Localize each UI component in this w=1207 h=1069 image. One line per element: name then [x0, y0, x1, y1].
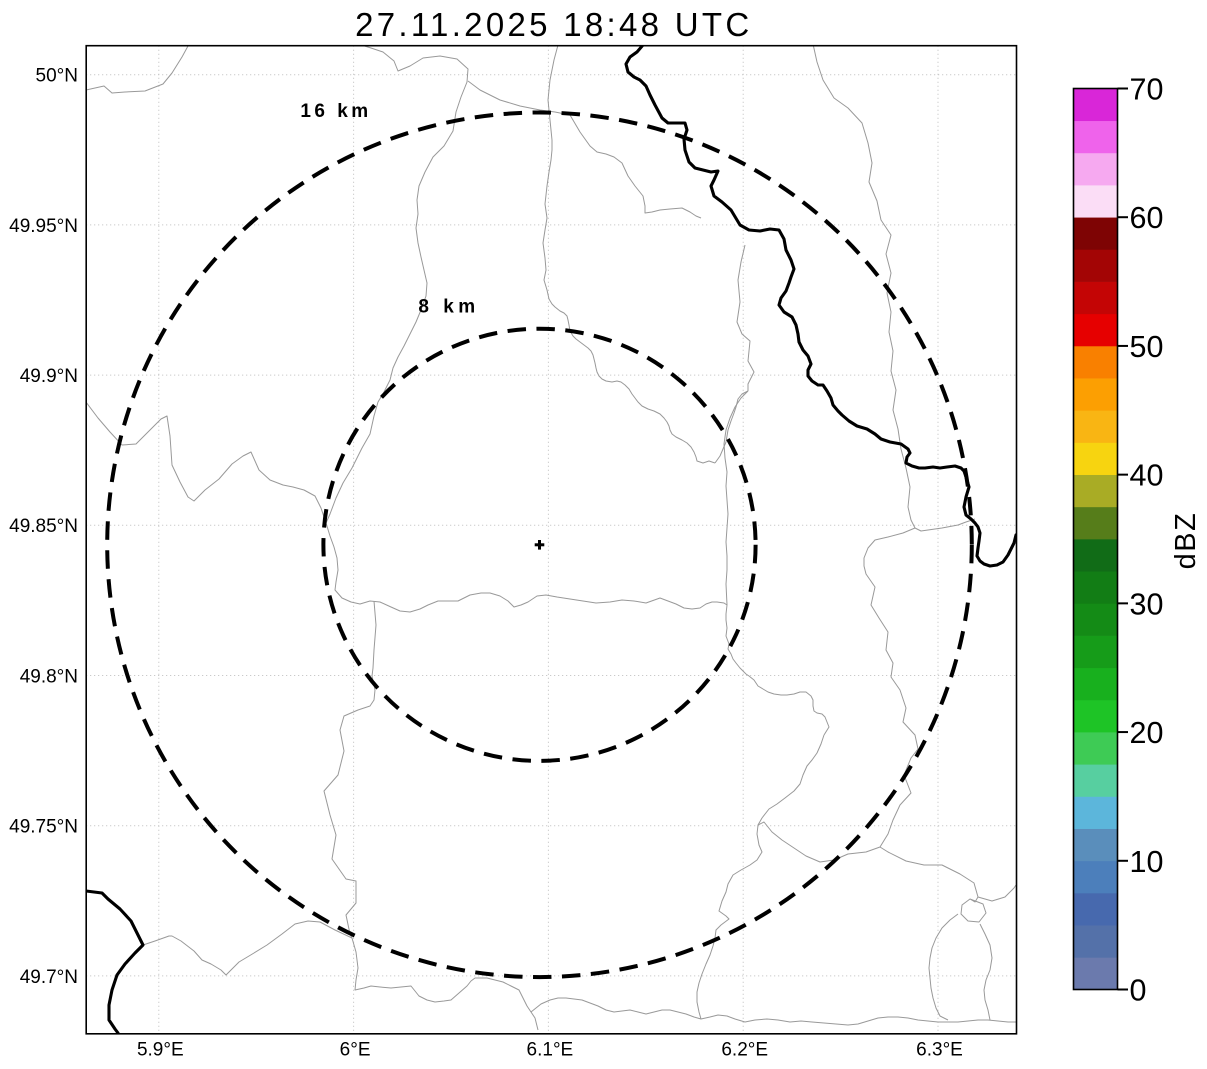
svg-text:dBZ: dBZ [1170, 512, 1202, 570]
svg-text:27.11.2025 18:48 UTC: 27.11.2025 18:48 UTC [355, 6, 752, 43]
svg-text:60: 60 [1130, 201, 1164, 235]
svg-text:49.75°N: 49.75°N [9, 817, 78, 838]
svg-text:70: 70 [1130, 73, 1164, 107]
svg-text:30: 30 [1130, 587, 1164, 621]
svg-text:49.85°N: 49.85°N [9, 516, 78, 537]
svg-text:8 km: 8 km [418, 297, 479, 318]
svg-text:49.8°N: 49.8°N [20, 666, 78, 687]
svg-text:6.3°E: 6.3°E [916, 1040, 963, 1061]
svg-text:50: 50 [1130, 330, 1164, 364]
svg-text:6°E: 6°E [340, 1040, 371, 1061]
svg-text:50°N: 50°N [36, 66, 78, 87]
svg-text:0: 0 [1130, 974, 1147, 1008]
svg-text:16 km: 16 km [300, 101, 371, 122]
svg-text:20: 20 [1130, 716, 1164, 750]
svg-text:49.95°N: 49.95°N [9, 216, 78, 237]
svg-text:6.2°E: 6.2°E [721, 1040, 768, 1061]
svg-text:49.7°N: 49.7°N [20, 967, 78, 988]
svg-text:6.1°E: 6.1°E [527, 1040, 574, 1061]
svg-text:40: 40 [1130, 459, 1164, 493]
svg-text:5.9°E: 5.9°E [137, 1040, 184, 1061]
svg-text:10: 10 [1130, 845, 1164, 879]
svg-text:49.9°N: 49.9°N [20, 366, 78, 387]
